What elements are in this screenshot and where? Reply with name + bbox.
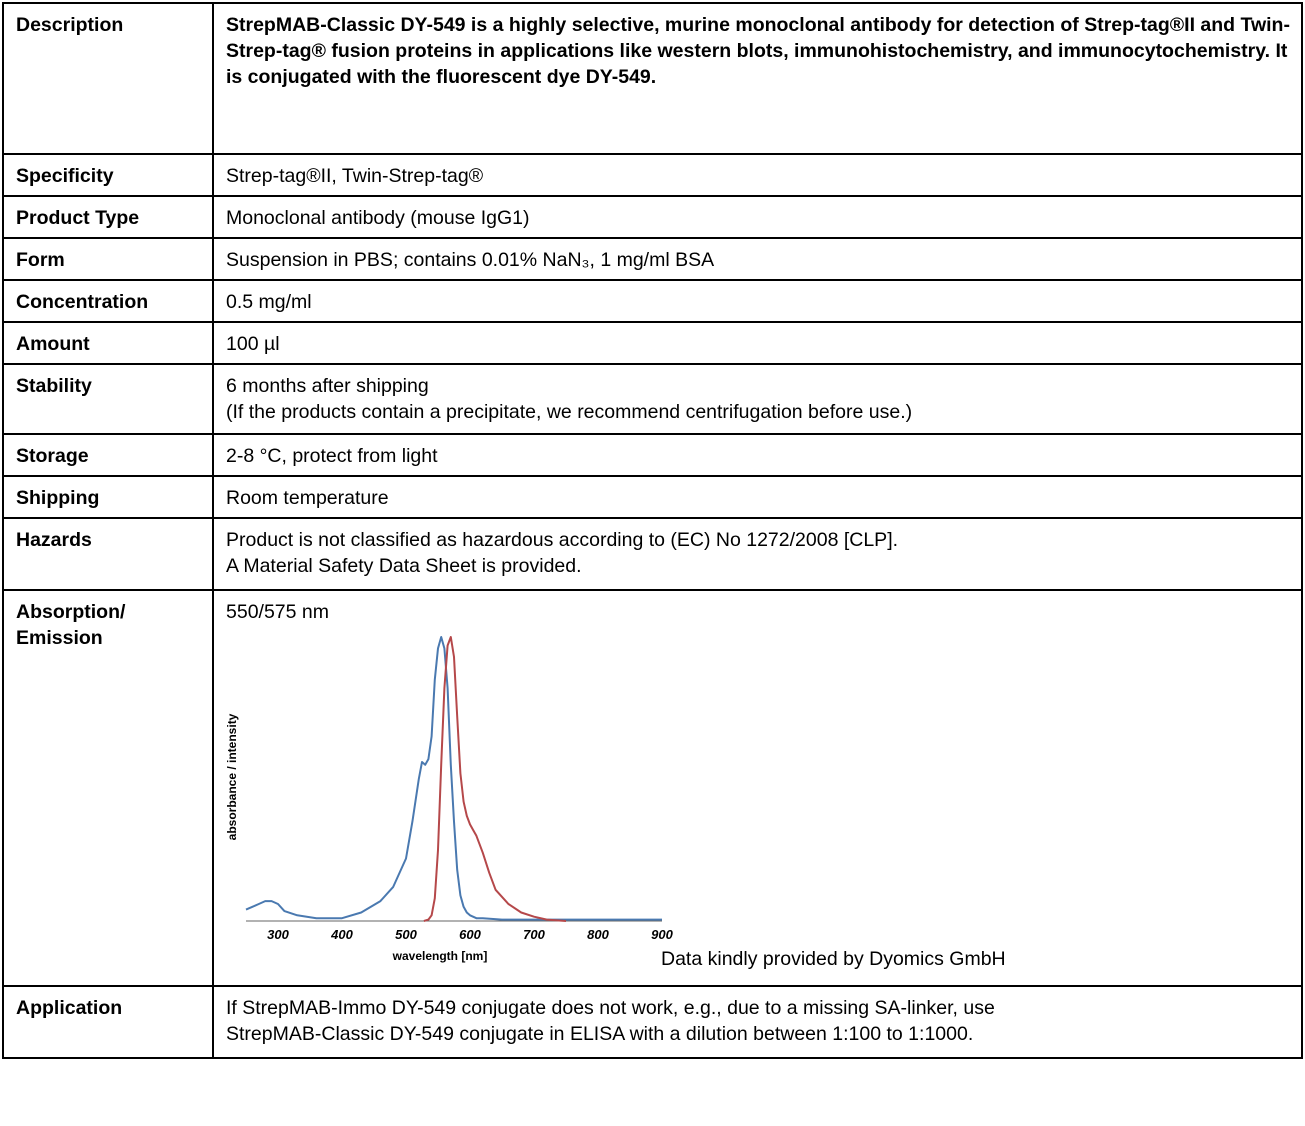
data-credit: Data kindly provided by Dyomics GmbH xyxy=(661,948,1006,970)
description-text: StrepMAB-Classic DY-549 is a highly sele… xyxy=(212,2,1303,155)
row-label-form: Form xyxy=(2,237,214,281)
application-line-2: StrepMAB-Classic DY-549 conjugate in ELI… xyxy=(226,1023,974,1045)
hazards-line-2: A Material Safety Data Sheet is provided… xyxy=(226,555,582,577)
chart-series xyxy=(245,636,662,922)
table-row: Shipping Room temperature xyxy=(2,475,1303,519)
table-row: Storage 2-8 °C, protect from light xyxy=(2,433,1303,477)
hazards-line-1: Product is not classified as hazardous a… xyxy=(226,529,899,551)
table-row: Form Suspension in PBS; contains 0.01% N… xyxy=(2,237,1303,281)
absorption-emission-cell: 550/575 nm 300 400 500 600 700 800 900 absorba… xyxy=(212,589,1303,987)
table-row: Application If StrepMAB-Immo DY-549 conj… xyxy=(2,985,1303,1059)
emission-series-line xyxy=(423,636,567,922)
application-line-1: If StrepMAB-Immo DY-549 conjugate does n… xyxy=(226,997,995,1019)
row-label-stability: Stability xyxy=(2,363,214,435)
chart-x-ticks: 300 400 500 600 700 800 900 xyxy=(267,927,673,942)
table-row: Concentration 0.5 mg/ml xyxy=(2,279,1303,323)
row-label-absorption-emission: Absorption/ Emission xyxy=(2,589,214,987)
spectrum-chart: 300 400 500 600 700 800 900 absorbance / inten… xyxy=(225,636,674,963)
stability-line-1: 6 months after shipping xyxy=(226,375,429,397)
chart-x-axis-label: wavelength [nm] xyxy=(392,949,488,963)
absorption-label-line-1: Absorption/ xyxy=(16,601,126,623)
row-label-application: Application xyxy=(2,985,214,1059)
hazards-value: Product is not classified as hazardous a… xyxy=(212,517,1303,591)
concentration-value: 0.5 mg/ml xyxy=(212,279,1303,323)
product-type-value: Monoclonal antibody (mouse IgG1) xyxy=(212,195,1303,239)
x-tick-label: 900 xyxy=(651,927,673,942)
absorption-label-line-2: Emission xyxy=(16,627,103,649)
row-label-specificity: Specificity xyxy=(2,153,214,197)
table-row: Absorption/ Emission 550/575 nm 300 400 50… xyxy=(2,589,1303,987)
row-label-amount: Amount xyxy=(2,321,214,365)
amount-value: 100 µl xyxy=(212,321,1303,365)
table-row: Amount 100 µl xyxy=(2,321,1303,365)
table-row: Hazards Product is not classified as haz… xyxy=(2,517,1303,591)
table-row: Stability 6 months after shipping (If th… xyxy=(2,363,1303,435)
row-label-hazards: Hazards xyxy=(2,517,214,591)
x-tick-label: 600 xyxy=(459,927,481,942)
table-row: Description StrepMAB-Classic DY-549 is a… xyxy=(2,2,1303,155)
stability-line-2: (If the products contain a precipitate, … xyxy=(226,401,913,423)
row-label-storage: Storage xyxy=(2,433,214,477)
row-label-description: Description xyxy=(2,2,214,155)
row-label-shipping: Shipping xyxy=(2,475,214,519)
x-tick-label: 800 xyxy=(587,927,609,942)
x-tick-label: 300 xyxy=(267,927,289,942)
table-row: Product Type Monoclonal antibody (mouse … xyxy=(2,195,1303,239)
shipping-value: Room temperature xyxy=(212,475,1303,519)
x-tick-label: 500 xyxy=(395,927,417,942)
absorption-series-line xyxy=(245,636,662,921)
x-tick-label: 400 xyxy=(330,927,353,942)
row-label-concentration: Concentration xyxy=(2,279,214,323)
storage-value: 2-8 °C, protect from light xyxy=(212,433,1303,477)
specificity-value: Strep-tag®II, Twin-Strep-tag® xyxy=(212,153,1303,197)
application-value: If StrepMAB-Immo DY-549 conjugate does n… xyxy=(212,985,1303,1059)
product-spec-table: Description StrepMAB-Classic DY-549 is a… xyxy=(2,2,1303,1059)
x-tick-label: 700 xyxy=(523,927,545,942)
chart-y-axis-label: absorbance / intensity xyxy=(225,713,239,840)
row-label-product-type: Product Type xyxy=(2,195,214,239)
table-row: Specificity Strep-tag®II, Twin-Strep-tag… xyxy=(2,153,1303,197)
form-value: Suspension in PBS; contains 0.01% NaN₃, … xyxy=(212,237,1303,281)
absorption-emission-value: 550/575 nm xyxy=(226,601,329,623)
stability-value: 6 months after shipping (If the products… xyxy=(212,363,1303,435)
